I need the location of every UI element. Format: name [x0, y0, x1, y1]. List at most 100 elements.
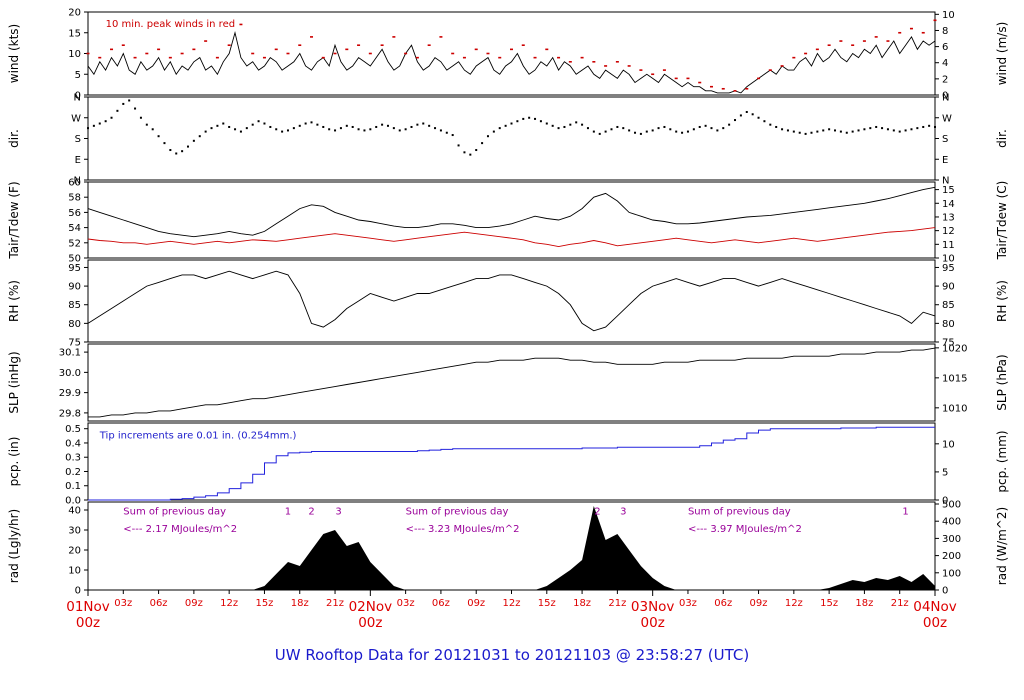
axis-label-right-dir: dir.	[995, 129, 1009, 148]
tick-label-left: 0	[75, 91, 81, 102]
tick-label-right: 14	[942, 199, 955, 210]
tick-label-left: 95	[68, 263, 81, 274]
tick-label-right: 1020	[942, 343, 967, 354]
hour-label: 21z	[608, 598, 626, 609]
tick-label-right: 10	[942, 10, 955, 21]
tick-label-right: 10	[942, 439, 955, 450]
tick-label-right: 1015	[942, 373, 967, 384]
hour-label: 15z	[820, 598, 838, 609]
hour-label: 06z	[432, 598, 450, 609]
hour-label: 03z	[114, 598, 132, 609]
tick-label-right: E	[942, 155, 948, 166]
tick-label-right: 500	[942, 500, 961, 511]
panel-slp: 29.8 29.9 30.0 30.1 1010 1015 1020 SLP (inHg) SL…	[7, 343, 1009, 422]
tick-label-right: S	[942, 134, 948, 145]
tick-label-right: 10	[942, 254, 955, 265]
hour-label: 12z	[785, 598, 803, 609]
tick-label-left: 54	[68, 223, 81, 234]
annotation: 2	[594, 506, 600, 517]
hour-label: 18z	[573, 598, 591, 609]
tick-label-right: 300	[942, 534, 961, 545]
tick-label-left: 40	[68, 506, 81, 517]
day-hour-label: 00z	[641, 615, 665, 631]
tick-label-left: 5	[75, 70, 81, 81]
tick-label-left: 90	[68, 282, 81, 293]
hour-label: 21z	[326, 598, 344, 609]
tick-label-left: 0.4	[65, 438, 81, 449]
pcp-frame	[87, 422, 936, 501]
slp-frame	[87, 343, 936, 422]
tick-label-left: 52	[68, 238, 81, 249]
hour-label: 15z	[538, 598, 556, 609]
tick-label-right: 6	[942, 42, 948, 53]
hour-label: 09z	[185, 598, 203, 609]
peak-wind-marks	[86, 19, 937, 92]
tick-label-right: 0	[942, 496, 948, 507]
tick-label-right: 0	[942, 586, 948, 597]
wind-speed-line	[87, 31, 936, 94]
tick-label-left: 30.1	[59, 348, 81, 359]
axis-label-right-tair: Tair/Tdew (C)	[995, 181, 1009, 261]
tick-label-right: 15	[942, 185, 955, 196]
hour-label: 12z	[220, 598, 238, 609]
tick-label-right: 95	[942, 263, 955, 274]
wind-direction-scatter	[87, 99, 936, 156]
tick-label-right: 12	[942, 226, 955, 237]
dir-frame	[87, 96, 936, 181]
tick-label-left: 0	[75, 586, 81, 597]
tick-label-right: 8	[942, 26, 948, 37]
axis-label-left-wind: wind (kts)	[7, 24, 21, 83]
hour-label: 03z	[397, 598, 415, 609]
tick-label-left: 10	[68, 566, 81, 577]
tick-label-left: 0.2	[65, 467, 81, 478]
tick-label-right: 80	[942, 319, 955, 330]
air-temperature-line	[87, 186, 936, 238]
tick-label-left: 29.9	[59, 388, 81, 399]
tick-label-right: 75	[942, 338, 955, 349]
hour-label: 06z	[150, 598, 168, 609]
hour-label: 03z	[679, 598, 697, 609]
tick-label-right: 5	[942, 467, 948, 478]
day-hour-label: 00z	[358, 615, 382, 631]
annotation: Sum of previous day	[406, 506, 509, 517]
tick-label-right: 1010	[942, 403, 967, 414]
solar-radiation-area	[88, 506, 935, 590]
tick-label-right: 0	[942, 91, 948, 102]
tick-label-left: 75	[68, 338, 81, 349]
tick-label-left: 30.0	[59, 368, 81, 379]
hour-label: 12z	[503, 598, 521, 609]
tick-label-right: 2	[942, 74, 948, 85]
sea-level-pressure-line	[88, 347, 936, 418]
annotation: <--- 3.97 MJoules/m^2	[688, 524, 802, 535]
annotation: Tip increments are 0.01 in. (0.254mm.)	[99, 430, 297, 441]
tick-label-left: 56	[68, 208, 81, 219]
tick-label-right: 90	[942, 282, 955, 293]
hour-label: 15z	[255, 598, 273, 609]
tick-label-left: 30	[68, 526, 81, 537]
tick-label-right: N	[942, 93, 949, 104]
tick-label-right: 85	[942, 300, 955, 311]
annotation: Sum of previous day	[688, 506, 791, 517]
day-hour-label: 00z	[76, 615, 100, 631]
chart-title: UW Rooftop Data for 20121031 to 20121103…	[274, 646, 750, 664]
tick-label-left: 50	[68, 254, 81, 265]
axis-label-right-wind: wind (m/s)	[995, 22, 1009, 86]
annotation: 10 min. peak winds in red	[106, 19, 235, 30]
axis-label-left-dir: dir.	[7, 129, 21, 148]
tick-label-left: 15	[68, 28, 81, 39]
axis-label-right-slp: SLP (hPa)	[995, 354, 1009, 410]
annotation: Sum of previous day	[123, 506, 226, 517]
axis-label-right-pcp: pcp. (mm)	[995, 430, 1009, 492]
tick-label-left: 85	[68, 300, 81, 311]
hour-label: 06z	[714, 598, 732, 609]
annotation: <--- 2.17 MJoules/m^2	[123, 524, 237, 535]
axis-label-right-rh: RH (%)	[995, 280, 1009, 322]
tick-label-left: 10	[68, 49, 81, 60]
annotation: <--- 3.23 MJoules/m^2	[406, 524, 520, 535]
